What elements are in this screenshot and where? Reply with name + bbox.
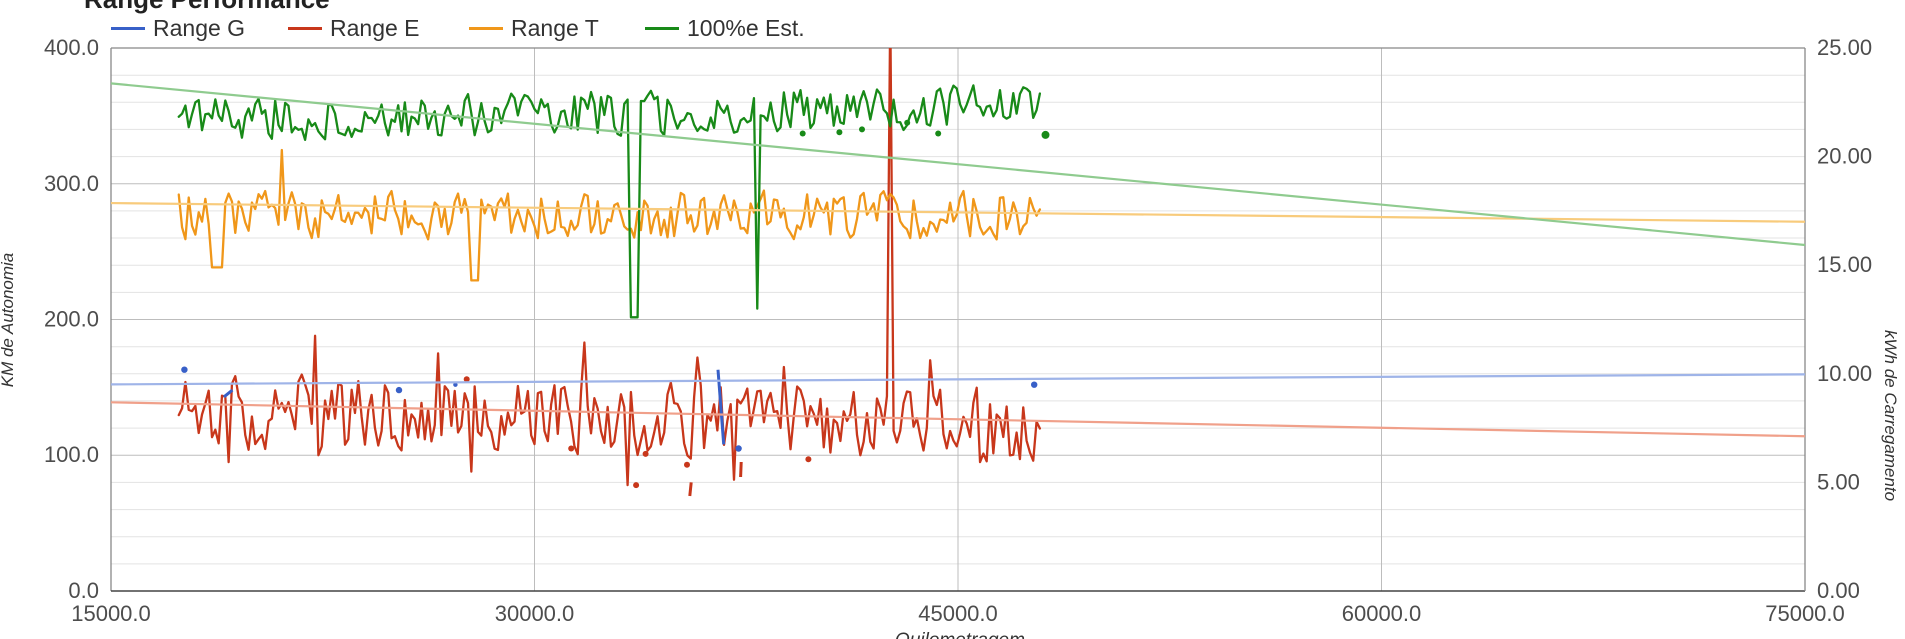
svg-text:5.00: 5.00: [1817, 469, 1860, 494]
svg-text:100.0: 100.0: [44, 442, 99, 467]
svg-text:15.00: 15.00: [1817, 252, 1872, 277]
svg-text:200.0: 200.0: [44, 307, 99, 332]
svg-text:60000.0: 60000.0: [1342, 601, 1422, 626]
svg-text:45000.0: 45000.0: [918, 601, 998, 626]
svg-text:30000.0: 30000.0: [495, 601, 575, 626]
svg-text:75000.0: 75000.0: [1765, 601, 1845, 626]
svg-text:0.00: 0.00: [1817, 578, 1860, 603]
svg-text:300.0: 300.0: [44, 171, 99, 196]
svg-text:15000.0: 15000.0: [71, 601, 151, 626]
svg-text:20.00: 20.00: [1817, 144, 1872, 169]
svg-text:0.0: 0.0: [68, 578, 99, 603]
svg-text:25.00: 25.00: [1817, 35, 1872, 60]
svg-text:400.0: 400.0: [44, 35, 99, 60]
svg-text:10.00: 10.00: [1817, 361, 1872, 386]
